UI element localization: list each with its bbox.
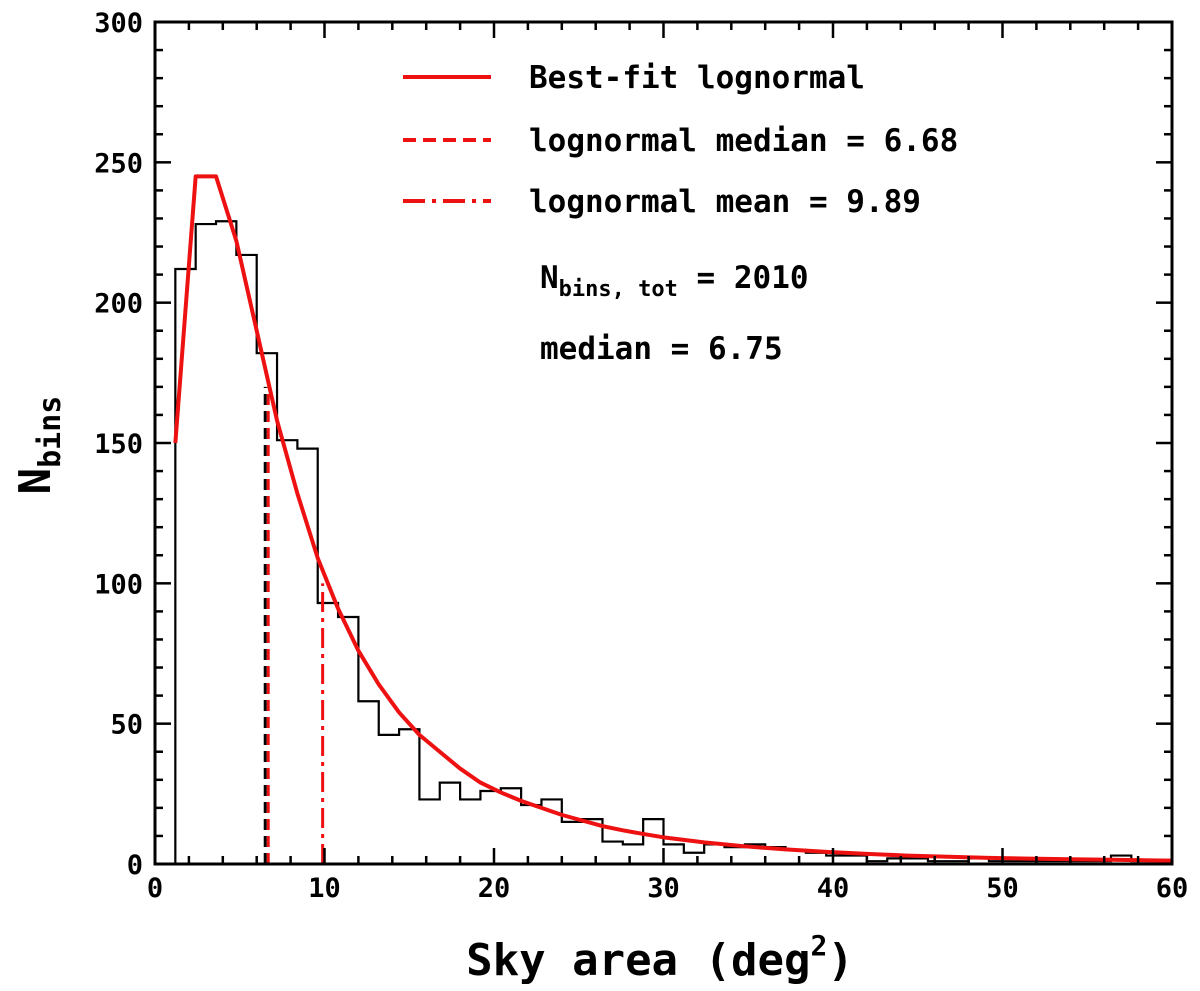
x-tick-label: 40 <box>817 873 850 904</box>
y-axis-title: Nbins <box>10 396 68 495</box>
histogram-bar <box>277 440 297 864</box>
histogram-bar <box>664 844 684 864</box>
y-tick-label: 50 <box>110 710 143 741</box>
legend-label-median: lognormal median = 6.68 <box>529 123 958 159</box>
histogram-bar <box>399 729 419 864</box>
fit-curve-line <box>173 174 1173 863</box>
histogram-bar <box>521 805 541 864</box>
legend-label-fit: Best-fit lognormal <box>529 60 865 96</box>
histogram-bar <box>297 449 317 864</box>
x-tick-label: 30 <box>647 873 680 904</box>
histogram-bar <box>216 221 236 864</box>
histogram-bar <box>419 799 439 864</box>
y-axis-title-text: N <box>10 468 61 495</box>
x-tick-label: 10 <box>308 873 341 904</box>
histogram-bar <box>175 269 195 864</box>
histogram-bar <box>725 847 745 864</box>
fit-curve-layer <box>173 174 1173 863</box>
histogram-bar <box>643 819 663 864</box>
legend-label-mean: lognormal mean = 9.89 <box>529 184 921 220</box>
histogram-bar <box>562 822 582 864</box>
reference-lines-layer <box>263 386 325 864</box>
tick-layer: 0 10 20 30 40 50 60 0 50 100 150 200 250 300 <box>94 8 1188 904</box>
annotation-nbins-subscript: bins, tot <box>559 277 678 302</box>
x-tick-label: 0 <box>147 873 163 904</box>
x-tick-label: 20 <box>478 873 511 904</box>
legend: Best-fit lognormal lognormal median = 6.… <box>403 60 958 220</box>
annotation-nbins-total: Nbins, tot = 2010 <box>540 260 809 302</box>
histogram-bar <box>806 853 826 864</box>
histogram-bar <box>704 844 724 864</box>
annotation-median: median = 6.75 <box>540 331 783 367</box>
y-axis-title-subscript: bins <box>33 396 68 468</box>
y-tick-label: 300 <box>94 8 143 39</box>
histogram-bar <box>318 603 338 864</box>
x-axis-title-superscript: 2 <box>811 929 828 962</box>
x-axis-title: Sky area (deg2) <box>466 929 854 986</box>
histogram-bar <box>338 617 358 864</box>
histogram-bar <box>602 842 622 864</box>
histogram-bar <box>196 224 216 864</box>
histogram-bar <box>623 844 643 864</box>
histogram-bar <box>440 783 460 864</box>
y-tick-label: 200 <box>94 289 143 320</box>
histogram-bar <box>358 701 378 864</box>
x-axis-title-text: Sky area (deg <box>466 935 810 986</box>
y-tick-label: 250 <box>94 148 143 179</box>
y-tick-label: 0 <box>127 850 143 881</box>
y-tick-label: 150 <box>94 429 143 460</box>
histogram-bar <box>684 853 704 864</box>
histogram-bar <box>236 255 256 864</box>
histogram-bar <box>379 735 399 864</box>
histogram-layer <box>174 220 1174 864</box>
x-tick-label: 50 <box>986 873 1019 904</box>
histogram-bar <box>460 799 480 864</box>
x-axis-title-close: ) <box>827 935 854 986</box>
annotation-nbins-value: = 2010 <box>678 260 809 296</box>
x-tick-label: 60 <box>1156 873 1189 904</box>
annotation-nbins-prefix: N <box>540 260 559 296</box>
histogram-bar <box>480 791 500 864</box>
y-tick-label: 100 <box>94 569 143 600</box>
